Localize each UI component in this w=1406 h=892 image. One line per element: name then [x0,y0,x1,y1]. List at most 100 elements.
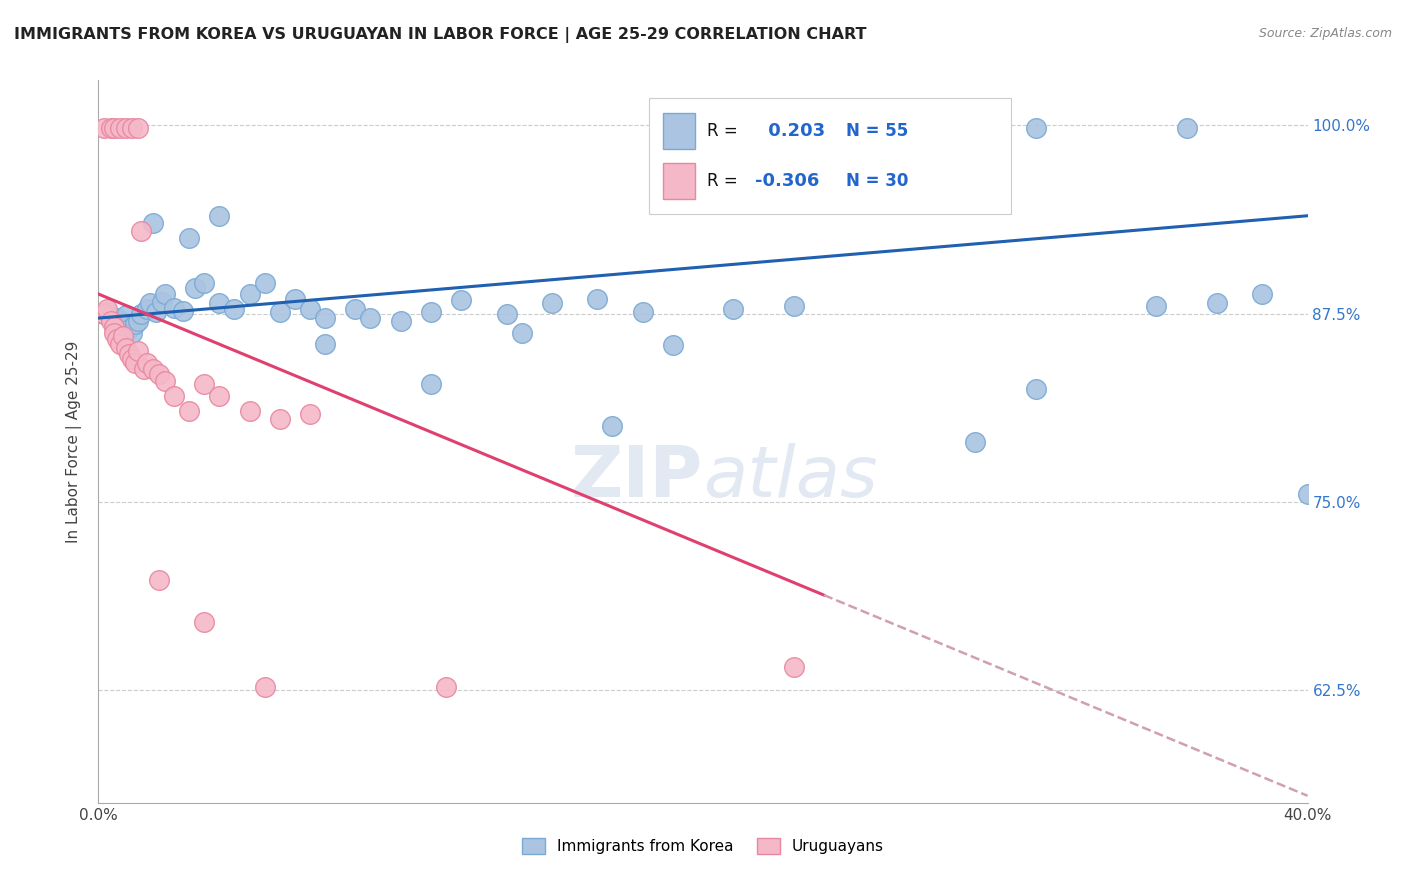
Point [965,434,987,449]
Point [389,314,412,328]
Point [111,329,134,343]
Point [208,209,231,223]
Point [1206,296,1229,310]
Point [420,377,443,392]
Point [253,680,276,694]
Point [121,351,143,366]
Point [253,277,276,291]
Point [114,341,136,355]
Point [127,121,149,136]
Point [135,302,157,317]
Point [121,121,143,136]
Point [148,367,170,381]
Point [193,615,215,630]
Point [127,314,149,328]
Point [105,316,128,330]
Point [108,336,131,351]
Point [179,231,201,245]
Point [129,307,152,321]
Text: ZIP: ZIP [571,443,703,512]
Point [193,377,215,392]
Point [150,294,173,309]
FancyBboxPatch shape [648,98,1011,214]
Point [96,305,118,319]
Point [145,305,167,319]
Point [239,404,262,418]
Point [142,362,165,376]
Point [172,303,194,318]
Point [148,573,170,587]
Point [661,338,683,352]
Text: N = 55: N = 55 [845,122,908,140]
Point [135,356,157,370]
Point [193,277,215,291]
Point [661,121,683,136]
Point [127,344,149,359]
Point [783,660,806,674]
Point [108,121,131,136]
Point [768,121,790,136]
Point [103,312,125,326]
Point [103,121,125,136]
Point [239,287,262,301]
Point [224,302,246,317]
Point [723,302,745,317]
Point [602,419,624,434]
Point [96,302,118,317]
Point [450,293,472,307]
Point [93,307,115,321]
Point [586,292,609,306]
Point [93,307,115,321]
Text: IMMIGRANTS FROM KOREA VS URUGUAYAN IN LABOR FORCE | AGE 25-29 CORRELATION CHART: IMMIGRANTS FROM KOREA VS URUGUAYAN IN LA… [14,27,866,43]
Point [420,305,443,319]
Point [269,412,291,426]
Point [114,308,136,322]
Point [269,305,291,319]
Point [103,320,125,334]
Point [631,305,654,319]
Point [299,408,322,422]
Point [100,121,122,136]
FancyBboxPatch shape [664,163,695,200]
Point [129,224,152,238]
Text: N = 30: N = 30 [845,172,908,190]
Point [93,121,115,136]
Point [208,389,231,403]
Point [540,296,562,310]
Point [179,404,201,418]
Point [299,302,322,317]
Point [1175,121,1198,136]
Point [139,296,162,310]
Point [163,301,186,315]
Text: -0.306: -0.306 [755,172,820,190]
Point [314,311,336,326]
Point [105,311,128,326]
Point [121,326,143,341]
Point [124,317,146,331]
Point [142,216,165,230]
Point [510,326,533,341]
Y-axis label: In Labor Force | Age 25-29: In Labor Force | Age 25-29 [66,341,83,542]
Point [103,326,125,341]
Text: 0.203: 0.203 [762,122,825,140]
Point [284,292,307,306]
Point [1024,121,1046,136]
Legend: Immigrants from Korea, Uruguayans: Immigrants from Korea, Uruguayans [516,832,890,860]
Point [344,302,367,317]
Point [153,287,176,301]
Point [124,356,146,370]
Text: R =: R = [707,122,742,140]
FancyBboxPatch shape [664,112,695,149]
Point [360,311,382,326]
Point [163,389,186,403]
Point [1144,299,1167,313]
Text: Source: ZipAtlas.com: Source: ZipAtlas.com [1258,27,1392,40]
Point [495,307,517,321]
Point [118,347,141,361]
Point [111,318,134,333]
Point [1024,382,1046,396]
Point [434,680,457,694]
Point [314,336,336,351]
Point [100,314,122,328]
Text: atlas: atlas [703,443,877,512]
